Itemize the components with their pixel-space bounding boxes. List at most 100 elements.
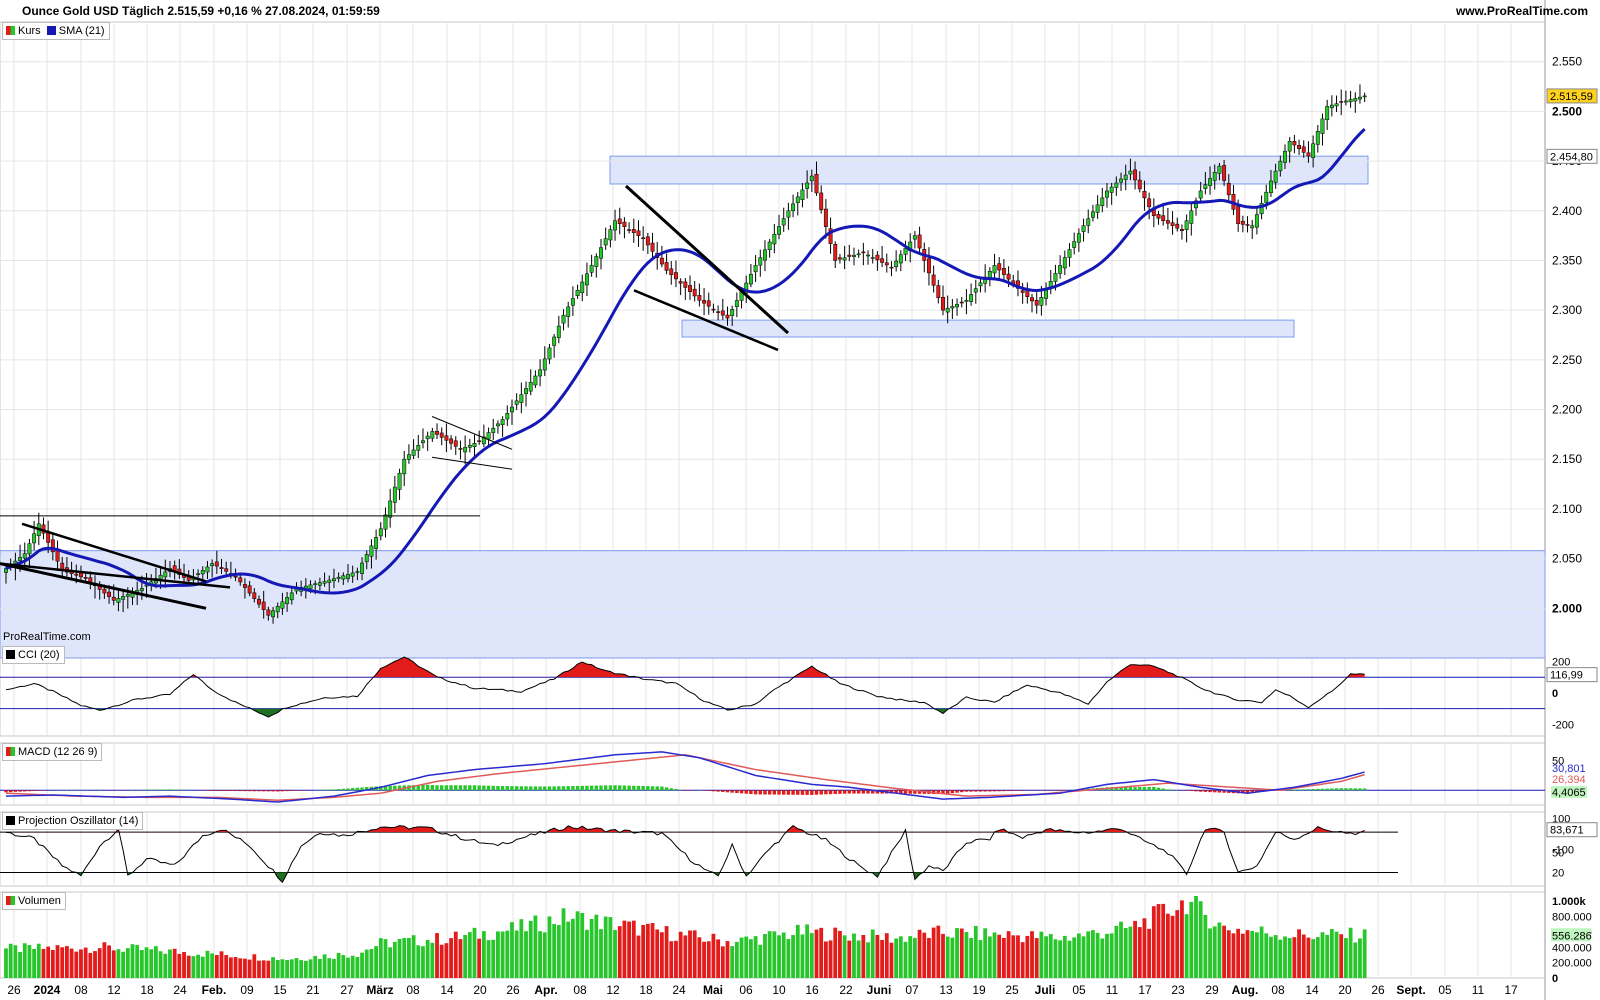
macd-hist-bar <box>1320 788 1325 791</box>
candle <box>931 274 936 286</box>
macd-hist-bar <box>379 786 383 791</box>
macd-hist-bar <box>1292 789 1297 791</box>
candle <box>1194 200 1198 209</box>
volume-bar <box>210 953 215 978</box>
candle <box>711 308 716 311</box>
volume-bar <box>753 936 758 978</box>
volume-bar <box>182 951 186 978</box>
volume-bar <box>1044 936 1048 978</box>
volume-bar <box>678 931 683 978</box>
volume-bar <box>285 959 289 978</box>
macd-hist-bar <box>1297 789 1301 791</box>
candle <box>1297 145 1302 149</box>
candle <box>1353 98 1358 102</box>
cci-value-tag-box <box>1546 667 1598 683</box>
candle <box>271 610 275 618</box>
candle <box>959 301 964 304</box>
volume-swatch-icon <box>6 896 15 905</box>
x-tick-label: 18 <box>639 983 653 997</box>
volume-bar <box>800 934 805 978</box>
macd-hist-bar <box>1114 787 1119 791</box>
candle <box>378 528 383 537</box>
macd-hist-bar <box>224 790 228 792</box>
volume-bar <box>823 941 828 978</box>
legend-cci: CCI (20) <box>2 646 65 664</box>
candle <box>1105 190 1109 198</box>
macd-hist-bar <box>1156 787 1161 791</box>
macd-hist-bar <box>421 784 425 791</box>
macd-hist-bar <box>355 787 360 791</box>
candle <box>594 256 599 267</box>
macd-hist-bar <box>674 789 678 791</box>
candle <box>814 173 819 194</box>
volume-bar <box>313 955 318 978</box>
macd-hist-bar <box>650 786 655 791</box>
volume-bar <box>1030 931 1034 978</box>
candle <box>552 336 557 346</box>
site-link[interactable]: www.ProRealTime.com <box>1455 4 1588 18</box>
candle <box>374 537 379 549</box>
candle <box>1076 233 1081 243</box>
macd-hist-bar <box>847 790 851 794</box>
volume-bar <box>538 931 542 978</box>
macd-hist-bar <box>571 786 575 791</box>
macd-hist-bar <box>955 790 959 793</box>
candle <box>500 419 505 426</box>
macd-hist-bar <box>744 790 748 794</box>
macd-hist-bar <box>154 789 158 791</box>
candle <box>674 272 678 280</box>
macd-hist-bar <box>730 790 734 793</box>
candle <box>510 406 514 413</box>
x-tick-label: 19 <box>972 983 986 997</box>
candle <box>430 431 435 439</box>
x-tick-label: 08 <box>406 983 420 997</box>
candle <box>449 438 454 444</box>
candle <box>486 432 491 440</box>
candle <box>763 249 767 261</box>
volume-bar <box>819 927 824 978</box>
candle <box>627 229 632 231</box>
volume-bar <box>599 929 603 978</box>
macd-tick: 50 <box>1552 756 1564 768</box>
candle <box>327 579 332 583</box>
macd-hist-bar <box>791 790 795 795</box>
candle <box>322 581 327 584</box>
candle <box>332 578 336 582</box>
volume-bar <box>697 937 702 978</box>
volume-bar <box>561 908 566 978</box>
macd-hist-bar <box>646 786 650 791</box>
candle <box>421 440 425 444</box>
volume-bar <box>69 948 74 978</box>
candle <box>1039 297 1044 306</box>
signal-value: 26,394 <box>1552 774 1586 786</box>
volume-bar <box>1034 938 1039 978</box>
macd-hist-bar <box>261 790 266 792</box>
volume-bar <box>186 955 191 978</box>
candle <box>205 566 210 573</box>
candle <box>805 182 810 189</box>
volume-bar <box>261 960 266 978</box>
candle <box>823 208 828 227</box>
macd-hist-bar <box>519 786 524 791</box>
volume-bar <box>107 945 111 978</box>
macd-hist-bar <box>215 790 219 792</box>
candle <box>1109 186 1114 193</box>
candle <box>1222 165 1227 181</box>
volume-bar <box>1025 935 1030 978</box>
legend-volume: Volumen <box>2 892 66 910</box>
macd-hist-bar <box>711 790 716 792</box>
y-tick-label: 2.300 <box>1552 303 1582 317</box>
macd-hist-bar <box>1198 790 1203 792</box>
volume-bar <box>364 949 369 978</box>
volume-bar <box>617 926 622 978</box>
x-tick-label: 17 <box>1138 983 1152 997</box>
volume-bar <box>252 954 257 978</box>
macd-hist-bar <box>627 785 631 791</box>
volume-bar <box>964 932 969 978</box>
volume-bar <box>1264 933 1269 978</box>
volume-bar <box>1091 930 1095 978</box>
macd-hist-bar <box>749 790 753 795</box>
candle <box>252 592 257 599</box>
x-tick-label: 24 <box>173 983 187 997</box>
